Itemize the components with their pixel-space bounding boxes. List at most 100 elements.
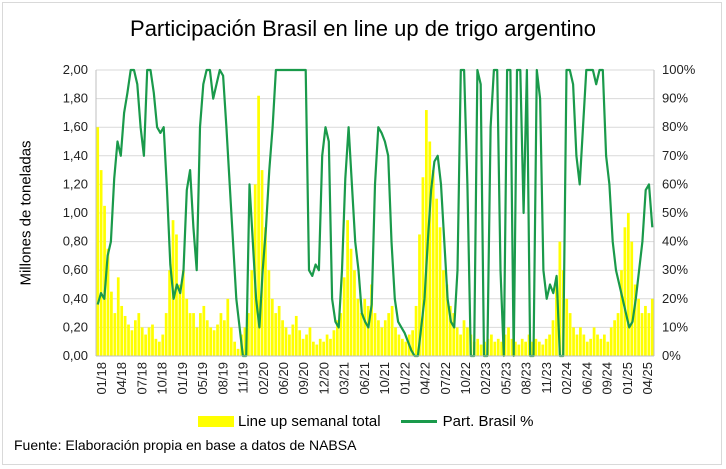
- bar: [110, 291, 113, 356]
- bar: [500, 341, 504, 356]
- y-tick-label: 0,40: [63, 291, 88, 306]
- x-tick-label: 06/21: [357, 362, 372, 395]
- bar: [520, 338, 524, 356]
- bar: [130, 330, 134, 356]
- bar: [192, 313, 195, 356]
- bar: [531, 341, 534, 356]
- bar: [537, 341, 541, 356]
- chart-frame: [2, 2, 722, 465]
- y-tick-label: 1,60: [63, 119, 88, 134]
- bar: [565, 298, 569, 356]
- y2-tick-label: 70%: [662, 148, 688, 163]
- bar: [274, 313, 278, 356]
- bar: [243, 327, 247, 356]
- y-tick-label: 1,00: [63, 205, 88, 220]
- bar: [216, 324, 219, 356]
- bar: [479, 344, 483, 356]
- bar: [140, 327, 144, 356]
- bar: [421, 177, 425, 356]
- source-note: Fuente: Elaboración propia en base a dat…: [14, 437, 357, 453]
- bar: [431, 170, 435, 356]
- bar: [359, 313, 363, 356]
- y2-tick-label: 90%: [662, 91, 688, 106]
- bar: [411, 330, 415, 356]
- bar: [260, 170, 264, 356]
- x-tick-label: 01/18: [94, 362, 109, 395]
- bar: [633, 284, 637, 356]
- bar: [424, 110, 428, 356]
- bar: [246, 313, 250, 356]
- bar: [462, 320, 466, 356]
- legend-bar-label: Line up semanal total: [238, 413, 381, 430]
- bar: [541, 344, 545, 356]
- bar: [188, 313, 192, 356]
- bar: [339, 313, 343, 356]
- bar: [356, 298, 360, 356]
- bar: [517, 344, 521, 356]
- x-tick-label: 05/19: [195, 362, 210, 395]
- bar: [418, 234, 421, 356]
- bar: [414, 305, 418, 356]
- bar: [616, 313, 620, 356]
- bar: [181, 270, 185, 356]
- bar: [394, 327, 397, 356]
- bar: [647, 313, 651, 356]
- bar: [366, 305, 370, 356]
- bar: [606, 341, 610, 356]
- y2-tick-label: 60%: [662, 176, 688, 191]
- bar: [175, 234, 178, 356]
- bar: [185, 298, 189, 356]
- bar: [257, 95, 260, 357]
- bar: [103, 205, 106, 356]
- bar: [380, 327, 384, 356]
- x-tick-label: 10/22: [458, 362, 473, 395]
- bar: [236, 348, 240, 356]
- bar: [568, 313, 572, 356]
- bar: [199, 313, 202, 356]
- bar: [387, 313, 391, 356]
- bar: [250, 270, 254, 356]
- bar: [137, 313, 141, 356]
- x-tick-label: 07/18: [134, 362, 149, 395]
- y-tick-label: 2,00: [63, 62, 88, 77]
- x-tick-label: 05/23: [498, 362, 513, 395]
- bar: [161, 334, 165, 356]
- x-tick-label: 02/24: [559, 362, 574, 395]
- x-tick-label: 01/25: [620, 362, 635, 395]
- bar: [575, 334, 579, 356]
- bar: [493, 341, 497, 356]
- bar: [428, 141, 432, 356]
- bar: [264, 227, 267, 356]
- bar: [459, 334, 462, 356]
- bar: [305, 334, 308, 356]
- bar: [466, 327, 469, 356]
- bar: [373, 313, 377, 356]
- x-tick-label: 06/20: [276, 362, 291, 395]
- bar: [349, 248, 353, 356]
- bar: [308, 327, 312, 356]
- x-tick-label: 02/23: [478, 362, 493, 395]
- bar: [270, 298, 274, 356]
- y2-tick-label: 30%: [662, 262, 688, 277]
- y-tick-label: 1,20: [63, 176, 88, 191]
- bar: [390, 305, 394, 356]
- bar: [650, 298, 654, 356]
- x-tick-label: 04/22: [418, 362, 433, 395]
- bar: [582, 334, 586, 356]
- bar: [322, 341, 326, 356]
- bar: [147, 327, 151, 356]
- bar: [332, 330, 336, 356]
- y2-tick-label: 50%: [662, 205, 688, 220]
- legend-bar-swatch: [198, 416, 234, 427]
- x-tick-label: 07/22: [438, 362, 453, 395]
- bar: [579, 327, 582, 356]
- x-tick-label: 04/18: [114, 362, 129, 395]
- bar: [291, 324, 295, 356]
- bar: [397, 334, 401, 356]
- bar: [370, 284, 373, 356]
- y-tick-label: 0,60: [63, 262, 88, 277]
- bar: [572, 327, 575, 356]
- legend-line-swatch: [400, 420, 437, 423]
- bar: [205, 320, 209, 356]
- bar: [298, 330, 302, 356]
